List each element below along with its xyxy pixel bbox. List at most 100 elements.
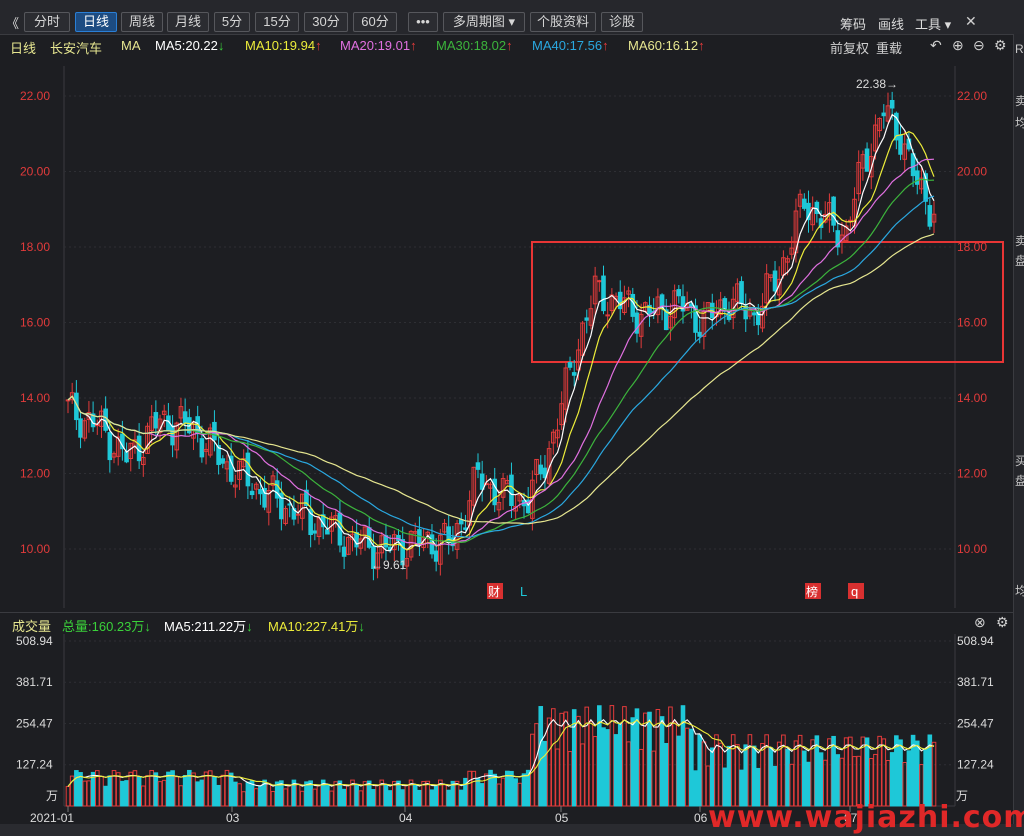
- more-periods-button[interactable]: •••: [408, 12, 438, 32]
- volume-bar: [274, 781, 280, 807]
- volume-bar: [592, 736, 598, 807]
- volume-bar: [237, 783, 242, 807]
- q-marker[interactable]: q: [851, 584, 858, 599]
- volume-bar: [195, 781, 200, 807]
- candlestick-chart[interactable]: 22.00 22.00 20.00 20.00 18.00 18.00 16.00 16.00…: [0, 56, 1013, 612]
- time-axis: 2021-01 03 04 05 06 07: [30, 806, 858, 824]
- candle-body: [224, 461, 230, 470]
- volume-settings-icon[interactable]: ⚙: [996, 614, 1009, 630]
- stock-info-button[interactable]: 个股资料: [530, 12, 596, 32]
- candle-body: [701, 311, 707, 338]
- adjust-button[interactable]: 前复权: [830, 41, 870, 56]
- status-bar: [0, 824, 1024, 836]
- volume-bar: [157, 781, 163, 807]
- tab-60min[interactable]: 60分: [353, 12, 397, 32]
- tools-dropdown[interactable]: 工具 ▾: [915, 17, 952, 32]
- volume-bar: [680, 705, 686, 807]
- volume-bar: [822, 759, 828, 807]
- tab-rixian[interactable]: 日线: [75, 12, 117, 32]
- volume-bar: [141, 785, 146, 807]
- price-tick-left: 14.00: [20, 391, 50, 405]
- volume-bar: [120, 780, 125, 807]
- volume-total-arrow-icon: ↓: [144, 619, 151, 634]
- candle-body: [141, 456, 146, 465]
- draw-button[interactable]: 画线: [878, 17, 905, 32]
- volume-bar: [438, 779, 443, 807]
- volume-bar: [136, 776, 142, 807]
- vol-tick-right: 127.24: [957, 758, 994, 772]
- rank-marker[interactable]: 榜: [806, 584, 818, 599]
- candle-body: [270, 475, 276, 486]
- ma60-line: [67, 233, 935, 525]
- zoom-out-icon[interactable]: ⊖: [973, 37, 985, 53]
- candle-body: [676, 289, 682, 297]
- candle-body: [136, 435, 142, 462]
- diagnose-button[interactable]: 诊股: [601, 12, 643, 32]
- volume-bar: [325, 783, 330, 807]
- candle-body: [559, 403, 564, 426]
- zoom-in-icon[interactable]: ⊕: [952, 37, 964, 53]
- back-icon[interactable]: 《: [6, 16, 20, 31]
- volume-bar: [488, 769, 493, 807]
- l-marker[interactable]: L: [520, 584, 527, 599]
- volume-bars: [65, 705, 937, 807]
- candle-body: [776, 278, 782, 296]
- volume-close-icon[interactable]: ⊗: [974, 614, 986, 630]
- candle-body: [663, 309, 669, 331]
- candle-body: [755, 311, 761, 326]
- volume-bar: [714, 734, 719, 807]
- candle-body: [802, 198, 807, 209]
- ma-label[interactable]: MA: [121, 38, 141, 53]
- volume-bar: [429, 789, 435, 807]
- candle-body: [341, 546, 347, 557]
- side-label-avg: 均: [1015, 114, 1024, 131]
- volume-bar: [262, 779, 267, 807]
- volume-bar: [898, 739, 903, 807]
- candle-body: [504, 480, 510, 485]
- time-label: 06: [694, 811, 708, 824]
- candle-body: [433, 550, 439, 562]
- candle-body: [797, 193, 803, 207]
- candle-body: [550, 431, 556, 444]
- volume-bar: [776, 741, 782, 807]
- tab-15min[interactable]: 15分: [255, 12, 299, 32]
- tab-yuexian[interactable]: 月线: [167, 12, 209, 32]
- volume-bar: [760, 742, 765, 807]
- multi-period-dropdown[interactable]: 多周期图 ▾: [443, 12, 525, 32]
- volume-bar: [638, 748, 644, 807]
- candle-body: [249, 490, 255, 496]
- candle-body: [228, 455, 234, 482]
- reload-button[interactable]: 重载: [876, 41, 903, 56]
- volume-bar: [463, 777, 468, 807]
- volume-chart[interactable]: 508.94 508.94 381.71 381.71 254.47 254.47 127.…: [0, 632, 1013, 824]
- tab-5min[interactable]: 5分: [214, 12, 250, 32]
- volume-ma10-text: MA10:227.41万: [268, 619, 359, 634]
- finance-marker[interactable]: 财: [488, 585, 500, 599]
- chips-button[interactable]: 筹码: [840, 17, 867, 32]
- settings-icon[interactable]: ⚙: [994, 37, 1007, 53]
- stock-name[interactable]: 长安汽车: [50, 41, 103, 56]
- tab-30min[interactable]: 30分: [304, 12, 348, 32]
- close-icon[interactable]: ✕: [965, 13, 977, 29]
- candle-body: [810, 207, 815, 226]
- volume-bar: [617, 722, 623, 807]
- volume-bar: [902, 762, 908, 807]
- tab-zhouxian[interactable]: 周线: [121, 12, 163, 32]
- candle-body: [672, 290, 677, 319]
- volume-bar: [433, 784, 439, 807]
- volume-total: 总量:160.23万↓: [62, 616, 151, 635]
- volume-bar: [295, 783, 301, 807]
- candle-body: [408, 530, 414, 558]
- volume-bar: [216, 784, 221, 807]
- tab-fenshi[interactable]: 分时: [24, 12, 70, 32]
- volume-bar: [379, 779, 385, 807]
- volume-bar: [245, 781, 251, 807]
- candle-body: [542, 467, 548, 479]
- undo-icon[interactable]: ↶: [930, 37, 942, 53]
- volume-bar: [212, 776, 217, 807]
- volume-bar: [722, 767, 728, 807]
- volume-bar: [919, 764, 924, 807]
- candle-body: [115, 436, 121, 457]
- candle-body: [768, 274, 774, 278]
- candle-body: [496, 502, 502, 511]
